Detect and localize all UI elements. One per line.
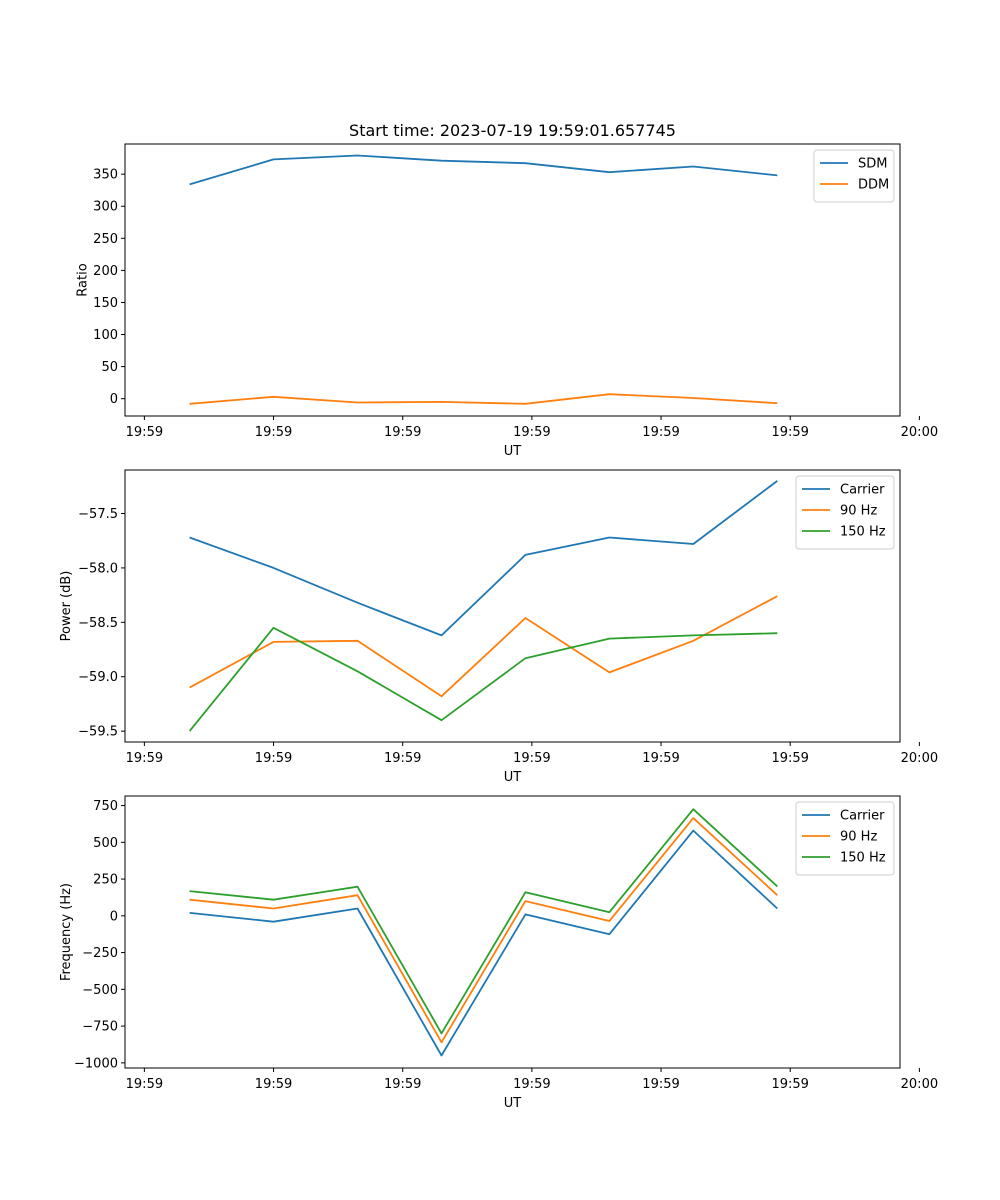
y-tick-label: −750 [82, 1020, 118, 1035]
y-tick-label: −58.0 [78, 561, 118, 576]
chart-power: 19:59 19:59 19:59 19:59 19:59 19:59 20:00 −59.5… [59, 469, 938, 785]
y-tick-label: 0 [110, 392, 118, 407]
y-tick-label: −58.5 [78, 616, 118, 631]
x-axis-label: UT [504, 770, 522, 785]
series-line-150-hz [189, 808, 778, 1035]
legend-label: Carrier [840, 809, 885, 824]
x-tick-label: 19:59 [126, 1077, 163, 1092]
x-tick-label: 19:59 [642, 1077, 679, 1092]
y-tick-label: −59.0 [78, 670, 118, 685]
axes-frame [124, 143, 901, 417]
x-tick-label: 19:59 [384, 425, 421, 440]
x-axis-label: UT [504, 1096, 522, 1111]
y-tick-label: 50 [101, 360, 118, 375]
x-tick-label: 19:59 [255, 1077, 292, 1092]
y-tick-label: −57.5 [78, 507, 118, 522]
x-tick-label: 19:59 [771, 425, 808, 440]
y-tick-label: 0 [110, 909, 118, 924]
x-tick-label: 19:59 [771, 751, 808, 766]
x-tick-label: 19:59 [126, 425, 163, 440]
figure-title: Start time: 2023-07-19 19:59:01.657745 [349, 121, 676, 140]
y-tick-label: 100 [93, 328, 118, 343]
y-axis-label: Frequency (Hz) [59, 883, 74, 981]
axes-frame [124, 469, 901, 743]
x-tick-label: 20:00 [901, 751, 938, 766]
chart-ratio: 19:59 19:59 19:59 19:59 19:59 19:59 20:00 0 50 10… [75, 143, 938, 459]
legend: Carrier 90 Hz 150 Hz [795, 475, 895, 550]
legend: SDM DDM [813, 149, 895, 203]
legend-label: 150 Hz [840, 525, 886, 540]
y-tick-label: 200 [93, 264, 118, 279]
y-tick-label: −250 [82, 946, 118, 961]
series-line-90-hz [189, 817, 778, 1044]
x-tick-label: 19:59 [255, 751, 292, 766]
series-line-150-hz [188, 626, 778, 732]
x-tick-label: 19:59 [642, 751, 679, 766]
x-axis-label: UT [504, 444, 522, 459]
x-tick-label: 19:59 [513, 751, 550, 766]
x-tick-label: 19:59 [126, 751, 163, 766]
x-tick-label: 19:59 [384, 751, 421, 766]
x-tick-label: 19:59 [513, 1077, 550, 1092]
legend-label: DDM [858, 178, 889, 193]
y-tick-label: −1000 [74, 1056, 118, 1071]
y-tick-label: −500 [82, 983, 118, 998]
series-line-carrier [189, 829, 778, 1057]
x-tick-label: 19:59 [771, 1077, 808, 1092]
x-tick-label: 19:59 [513, 425, 550, 440]
y-axis-label: Power (dB) [59, 571, 74, 642]
y-tick-label: 300 [93, 200, 118, 215]
legend-label: 90 Hz [840, 504, 877, 519]
x-tick-label: 20:00 [901, 425, 938, 440]
series-line-sdm [189, 154, 778, 186]
plots-group: 19:59 19:59 19:59 19:59 19:59 19:59 20:00 0 50 10… [59, 143, 938, 1111]
axes-frame [124, 795, 901, 1069]
y-tick-label: 750 [93, 799, 118, 814]
x-tick-label: 19:59 [384, 1077, 421, 1092]
series-line-90-hz [189, 595, 778, 698]
y-axis-label: Ratio [75, 263, 90, 296]
y-tick-label: 350 [93, 168, 118, 183]
legend-label: 90 Hz [840, 830, 877, 845]
legend-label: Carrier [840, 483, 885, 498]
legend: Carrier 90 Hz 150 Hz [795, 801, 895, 876]
series-line-ddm [189, 393, 778, 405]
y-tick-label: 250 [93, 232, 118, 247]
y-tick-label: 150 [93, 296, 118, 311]
legend-label: SDM [858, 157, 887, 172]
chart-frequency: 19:59 19:59 19:59 19:59 19:59 19:59 20:00 −1000… [59, 795, 938, 1111]
series-line-carrier [189, 480, 778, 637]
legend-label: 150 Hz [840, 851, 886, 866]
y-tick-label: 500 [93, 836, 118, 851]
x-tick-label: 19:59 [642, 425, 679, 440]
x-tick-label: 20:00 [901, 1077, 938, 1092]
x-tick-label: 19:59 [255, 425, 292, 440]
y-tick-label: −59.5 [78, 725, 118, 740]
y-tick-label: 250 [93, 873, 118, 888]
